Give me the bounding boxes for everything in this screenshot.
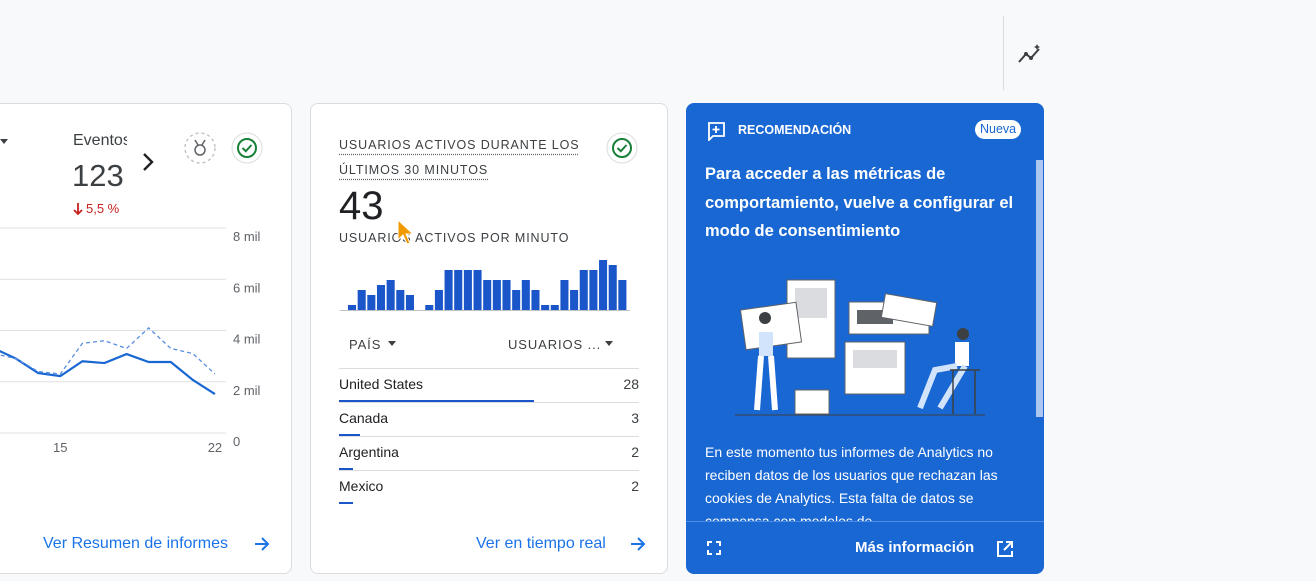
- more-info-link[interactable]: Más información: [855, 539, 975, 556]
- insights-dot: [1024, 52, 1028, 56]
- next-metric-button[interactable]: [140, 152, 156, 172]
- minute-bar: [405, 295, 414, 310]
- y-tick-label: 2 mil: [233, 383, 261, 398]
- minute-bar: [550, 305, 559, 310]
- x-tick-label: 22: [208, 440, 222, 455]
- y-tick-label: 4 mil: [233, 332, 261, 347]
- toolbar-divider: [1003, 16, 1004, 90]
- arrow-icon: [631, 537, 646, 551]
- minute-bar: [599, 260, 608, 310]
- country-users: 2: [631, 478, 639, 494]
- y-tick-label: 0: [233, 434, 240, 449]
- expand-button[interactable]: [706, 540, 722, 556]
- minute-bar: [521, 280, 530, 310]
- realtime-value: 43: [339, 184, 384, 228]
- column-header[interactable]: PAÍS: [349, 337, 382, 352]
- recommendation-label: RECOMENDACIÓN: [738, 123, 852, 137]
- users-bar: [339, 400, 535, 402]
- minute-bar: [376, 285, 386, 310]
- metric-value: 123: [72, 158, 124, 193]
- down-arrow-icon: [73, 203, 83, 216]
- minute-bar: [570, 290, 579, 310]
- minute-bar: [396, 290, 405, 310]
- minute-bar: [512, 290, 521, 310]
- per-minute-label: USUARIOS ACTIVOS POR MINUTO: [339, 231, 570, 245]
- new-badge: Nueva: [975, 120, 1022, 139]
- y-tick-label: 8 mil: [233, 229, 261, 244]
- sort-arrow: [388, 341, 396, 346]
- illustration: [735, 279, 985, 416]
- series-line: [0, 350, 216, 395]
- minute-bar: [560, 280, 569, 310]
- realtime-title: USUARIOS ACTIVOS DURANTE LOS ÚLTIMOS 30 …: [339, 138, 580, 177]
- arrow-icon: [255, 537, 270, 551]
- insights-button[interactable]: [1017, 42, 1045, 66]
- minute-bar: [608, 265, 617, 310]
- minute-bar: [531, 290, 540, 310]
- country-name: Mexico: [339, 478, 384, 494]
- realtime-card: [310, 103, 668, 574]
- minute-bar: [425, 305, 434, 310]
- overview-card: [0, 103, 292, 574]
- row-divider: [339, 436, 639, 437]
- recommendation-icon: [708, 122, 725, 141]
- status-check: [606, 132, 638, 164]
- country-name: United States: [339, 376, 424, 392]
- minute-bar: [579, 270, 588, 310]
- users-bar: [339, 468, 353, 470]
- minute-bar: [473, 270, 482, 310]
- insights-dot: [1029, 56, 1033, 60]
- footer-divider: [686, 521, 1044, 522]
- country-users: 3: [631, 410, 639, 426]
- minute-bar: [386, 280, 395, 310]
- insights-icon: [1018, 48, 1040, 63]
- minute-bar: [502, 280, 511, 310]
- row-divider: [339, 368, 639, 369]
- country-users: 28: [623, 376, 639, 392]
- line-chart: 0 2 mil 4 mil 6 mil 8 mil 15 22: [0, 227, 261, 455]
- users-bar: [339, 434, 360, 436]
- dropdown-arrow[interactable]: [0, 136, 10, 146]
- badge-icon: [184, 132, 216, 164]
- minute-bar: [454, 270, 463, 310]
- y-tick-label: 6 mil: [233, 280, 261, 295]
- per-minute-chart: [340, 260, 630, 311]
- metric-label: Eventos: [73, 132, 127, 149]
- recommendation-body: En este momento tus informes de Analytic…: [705, 444, 998, 521]
- minute-bar: [357, 290, 366, 310]
- minute-bar: [589, 270, 598, 310]
- x-tick-label: 15: [53, 440, 67, 455]
- minute-bar: [541, 305, 550, 310]
- mouse-cursor: [397, 218, 415, 245]
- minute-bar: [348, 305, 357, 310]
- minute-bar: [463, 270, 472, 310]
- row-divider: [339, 470, 639, 471]
- recommendation-heading: Para acceder a las métricas de comportam…: [705, 165, 1014, 240]
- country-name: Canada: [339, 410, 389, 426]
- insights-spark: [1034, 44, 1040, 50]
- minute-bar: [367, 295, 376, 310]
- report-link[interactable]: Ver Resumen de informes: [43, 535, 228, 552]
- minute-bar: [618, 280, 627, 310]
- metric-change: 5,5 %: [86, 201, 120, 216]
- column-header[interactable]: USUARIOS ...: [508, 337, 602, 352]
- minute-bar: [444, 270, 453, 310]
- status-check: [231, 132, 263, 164]
- users-bar: [339, 502, 353, 504]
- realtime-link[interactable]: Ver en tiempo real: [476, 535, 606, 552]
- minute-bar: [483, 280, 492, 310]
- series-line: [0, 327, 216, 375]
- country-users: 2: [631, 444, 639, 460]
- scrollbar: [1036, 160, 1043, 417]
- minute-bar: [434, 290, 443, 310]
- sort-arrow: [605, 341, 613, 346]
- minute-bar: [492, 280, 501, 310]
- external-link-icon: [997, 541, 1013, 557]
- row-divider: [339, 402, 639, 403]
- country-name: Argentina: [339, 444, 399, 460]
